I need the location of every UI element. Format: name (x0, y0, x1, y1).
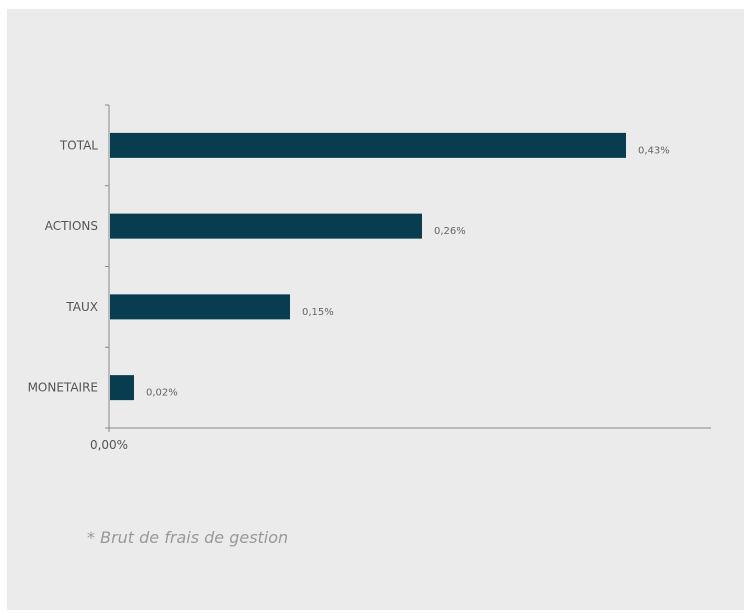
category-label: TOTAL (59, 138, 98, 152)
data-label: 0,02% (146, 388, 178, 399)
chart-axes: 0,00% (90, 104, 711, 452)
category-label: ACTIONS (45, 219, 98, 233)
x-tick-label: 0,00% (90, 438, 128, 452)
bar-taux (110, 294, 290, 320)
bar-total (110, 132, 626, 158)
bar-monetaire (110, 375, 134, 401)
bar-actions (110, 213, 422, 239)
data-label: 0,15% (302, 307, 334, 318)
data-label: 0,43% (638, 145, 670, 156)
data-label: 0,26% (434, 226, 466, 237)
category-label: TAUX (65, 300, 98, 314)
chart-labels: TOTAL 0,43% ACTIONS 0,26% TAUX 0,15% MONETAIRE… (28, 138, 670, 398)
footnote: * Brut de frais de gestion (87, 528, 289, 547)
category-label: MONETAIRE (28, 381, 98, 395)
chart-bars (110, 132, 626, 401)
